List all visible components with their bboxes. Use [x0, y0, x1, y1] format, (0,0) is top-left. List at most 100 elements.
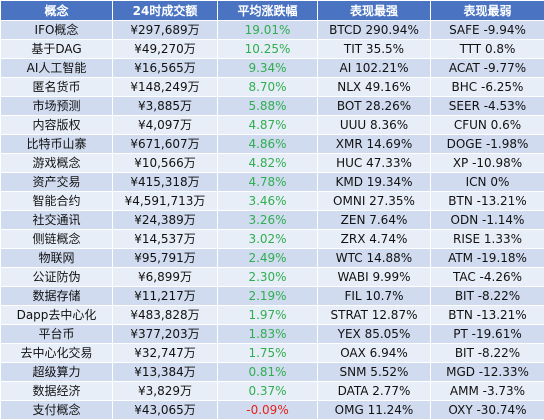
- volume-cell: ¥4,591,713万: [113, 192, 218, 211]
- concept-cell: 匿名货币: [1, 78, 113, 97]
- weakest-cell: BIT -8.22%: [431, 287, 544, 306]
- volume-cell: ¥148,249万: [113, 78, 218, 97]
- strongest-cell: OMG 11.24%: [318, 401, 431, 420]
- avg-change-cell: 19.01%: [218, 21, 318, 40]
- table-row[interactable]: 支付概念¥43,065万-0.09%OMG 11.24%OXY -30.74%: [1, 401, 544, 420]
- strongest-cell: YEX 85.05%: [318, 325, 431, 344]
- avg-change-cell: 8.70%: [218, 78, 318, 97]
- volume-cell: ¥671,607万: [113, 135, 218, 154]
- header-strongest[interactable]: 表现最强: [318, 1, 431, 21]
- avg-change-cell: 4.87%: [218, 116, 318, 135]
- volume-cell: ¥11,217万: [113, 287, 218, 306]
- avg-change-cell: 1.83%: [218, 325, 318, 344]
- table-header: 概念 24时成交额 平均涨跌幅 表现最强 表现最弱: [1, 1, 544, 21]
- volume-cell: ¥3,885万: [113, 97, 218, 116]
- avg-change-cell: 3.02%: [218, 230, 318, 249]
- strongest-cell: ZRX 4.74%: [318, 230, 431, 249]
- volume-cell: ¥95,791万: [113, 249, 218, 268]
- weakest-cell: SEER -4.53%: [431, 97, 544, 116]
- strongest-cell: FIL 10.7%: [318, 287, 431, 306]
- concept-cell: 平台币: [1, 325, 113, 344]
- concept-cell: 公证防伪: [1, 268, 113, 287]
- strongest-cell: DATA 2.77%: [318, 382, 431, 401]
- concept-cell: 社交通讯: [1, 211, 113, 230]
- volume-cell: ¥43,065万: [113, 401, 218, 420]
- strongest-cell: UUU 8.36%: [318, 116, 431, 135]
- concept-cell: 超级算力: [1, 363, 113, 382]
- weakest-cell: RISE 1.33%: [431, 230, 544, 249]
- strongest-cell: HUC 47.33%: [318, 154, 431, 173]
- avg-change-cell: 4.82%: [218, 154, 318, 173]
- avg-change-cell: 2.19%: [218, 287, 318, 306]
- avg-change-cell: 2.49%: [218, 249, 318, 268]
- weakest-cell: BTN -13.21%: [431, 192, 544, 211]
- header-volume-24h[interactable]: 24时成交额: [113, 1, 218, 21]
- volume-cell: ¥24,389万: [113, 211, 218, 230]
- strongest-cell: SNM 5.52%: [318, 363, 431, 382]
- concept-cell: 资产交易: [1, 173, 113, 192]
- volume-cell: ¥4,097万: [113, 116, 218, 135]
- weakest-cell: BTN -13.21%: [431, 306, 544, 325]
- volume-cell: ¥10,566万: [113, 154, 218, 173]
- weakest-cell: AMM -3.73%: [431, 382, 544, 401]
- weakest-cell: XP -10.98%: [431, 154, 544, 173]
- concept-cell: 智能合约: [1, 192, 113, 211]
- strongest-cell: ZEN 7.64%: [318, 211, 431, 230]
- avg-change-cell: 1.97%: [218, 306, 318, 325]
- weakest-cell: PT -19.61%: [431, 325, 544, 344]
- strongest-cell: AI 102.21%: [318, 59, 431, 78]
- strongest-cell: TIT 35.5%: [318, 40, 431, 59]
- volume-cell: ¥14,537万: [113, 230, 218, 249]
- strongest-cell: OAX 6.94%: [318, 344, 431, 363]
- weakest-cell: OXY -30.74%: [431, 401, 544, 420]
- strongest-cell: STRAT 12.87%: [318, 306, 431, 325]
- weakest-cell: ODN -1.14%: [431, 211, 544, 230]
- header-row: 概念 24时成交额 平均涨跌幅 表现最强 表现最弱: [1, 1, 544, 21]
- volume-cell: ¥49,270万: [113, 40, 218, 59]
- avg-change-cell: 10.25%: [218, 40, 318, 59]
- concept-cell: 市场预测: [1, 97, 113, 116]
- volume-cell: ¥483,828万: [113, 306, 218, 325]
- avg-change-cell: 3.46%: [218, 192, 318, 211]
- concept-cell: 物联网: [1, 249, 113, 268]
- volume-cell: ¥377,203万: [113, 325, 218, 344]
- strongest-cell: BTCD 290.94%: [318, 21, 431, 40]
- avg-change-cell: 4.86%: [218, 135, 318, 154]
- header-avg-change[interactable]: 平均涨跌幅: [218, 1, 318, 21]
- concept-cell: 数据经济: [1, 382, 113, 401]
- header-concept[interactable]: 概念: [1, 1, 113, 21]
- avg-change-cell: 3.26%: [218, 211, 318, 230]
- weakest-cell: ICN 0%: [431, 173, 544, 192]
- concept-cell: 侧链概念: [1, 230, 113, 249]
- header-weakest[interactable]: 表现最弱: [431, 1, 544, 21]
- avg-change-cell: 0.37%: [218, 382, 318, 401]
- strongest-cell: XMR 14.69%: [318, 135, 431, 154]
- strongest-cell: WTC 14.88%: [318, 249, 431, 268]
- weakest-cell: SAFE -9.94%: [431, 21, 544, 40]
- weakest-cell: BIT -8.22%: [431, 344, 544, 363]
- concept-cell: 支付概念: [1, 401, 113, 420]
- concept-cell: 游戏概念: [1, 154, 113, 173]
